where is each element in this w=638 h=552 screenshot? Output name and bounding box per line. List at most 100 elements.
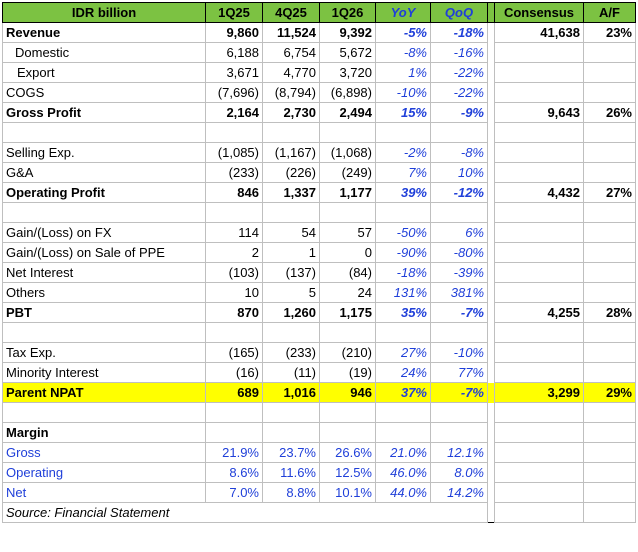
gap-cell	[487, 442, 495, 463]
cell-yoy: 1%	[375, 62, 431, 83]
cell-1q25	[205, 122, 263, 143]
cell-1q26: 57	[319, 222, 376, 243]
cell-af	[583, 442, 636, 463]
gap-cell	[487, 182, 495, 203]
cell-1q25: 6,188	[205, 42, 263, 63]
cell-4q25	[262, 422, 320, 443]
cell-af	[583, 162, 636, 183]
gap-cell	[487, 282, 495, 303]
cell-yoy: 21.0%	[375, 442, 431, 463]
cell-yoy: 7%	[375, 162, 431, 183]
cell-af	[583, 322, 636, 343]
row-label: Tax Exp.	[2, 342, 206, 363]
cell-4q25: 4,770	[262, 62, 320, 83]
cell-1q26	[319, 202, 376, 223]
cell-4q25: (1,167)	[262, 142, 320, 163]
cell-1q26	[319, 402, 376, 423]
cell-4q25: (8,794)	[262, 82, 320, 103]
table-row	[2, 402, 636, 423]
cell-yoy: -50%	[375, 222, 431, 243]
cell-af	[583, 282, 636, 303]
cell-1q26: 946	[319, 382, 376, 403]
cell-1q26: 1,177	[319, 182, 376, 203]
cell-qoq: -22%	[430, 62, 488, 83]
cell-4q25	[262, 402, 320, 423]
cell-1q25: 9,860	[205, 22, 263, 43]
cell-consensus: 9,643	[494, 102, 584, 123]
cell-yoy: 131%	[375, 282, 431, 303]
cell-consensus	[494, 122, 584, 143]
cell-af	[583, 42, 636, 63]
row-label	[2, 202, 206, 223]
cell-qoq: -9%	[430, 102, 488, 123]
table-row: Domestic 6,188 6,754 5,672 -8% -16%	[2, 42, 636, 63]
cell-4q25: 23.7%	[262, 442, 320, 463]
cell-1q25: 3,671	[205, 62, 263, 83]
gap-cell	[487, 62, 495, 83]
cell-consensus: 4,255	[494, 302, 584, 323]
cell-1q25: (16)	[205, 362, 263, 383]
cell-qoq	[430, 122, 488, 143]
table-row: Revenue 9,860 11,524 9,392 -5% -18% 41,638 23%	[2, 22, 636, 43]
cell-1q26: (6,898)	[319, 82, 376, 103]
cell-1q26: 3,720	[319, 62, 376, 83]
cell-consensus	[494, 342, 584, 363]
header-row: IDR billion 1Q25 4Q25 1Q26 YoY QoQ Conse…	[2, 2, 636, 23]
cell-1q25: 846	[205, 182, 263, 203]
gap-cell	[487, 382, 495, 403]
gap-cell	[487, 102, 495, 123]
header-col-4q25: 4Q25	[262, 2, 320, 23]
row-label: Parent NPAT	[2, 382, 206, 403]
cell-af	[583, 362, 636, 383]
cell-consensus: 41,638	[494, 22, 584, 43]
cell-af	[583, 482, 636, 503]
cell-4q25: 8.8%	[262, 482, 320, 503]
header-gap	[487, 2, 495, 23]
financial-summary-table: IDR billion 1Q25 4Q25 1Q26 YoY QoQ Conse…	[2, 2, 636, 523]
cell-4q25: 54	[262, 222, 320, 243]
row-label	[2, 322, 206, 343]
cell-1q25: (1,085)	[205, 142, 263, 163]
cell-1q25	[205, 202, 263, 223]
cell-qoq	[430, 422, 488, 443]
cell-qoq: 12.1%	[430, 442, 488, 463]
cell-1q26: (19)	[319, 362, 376, 383]
cell-1q25: (233)	[205, 162, 263, 183]
cell-af: 27%	[583, 182, 636, 203]
cell-yoy: -18%	[375, 262, 431, 283]
cell-1q25: (165)	[205, 342, 263, 363]
cell-yoy: 39%	[375, 182, 431, 203]
cell-1q26: (1,068)	[319, 142, 376, 163]
cell-1q26	[319, 122, 376, 143]
cell-1q25: 870	[205, 302, 263, 323]
gap-cell	[487, 402, 495, 423]
cell-4q25: 1	[262, 242, 320, 263]
row-label: Others	[2, 282, 206, 303]
cell-4q25: (226)	[262, 162, 320, 183]
row-label: Net	[2, 482, 206, 503]
cell-1q25: 10	[205, 282, 263, 303]
cell-qoq	[430, 322, 488, 343]
cell-consensus	[494, 442, 584, 463]
cell-af	[583, 122, 636, 143]
cell-yoy	[375, 422, 431, 443]
cell-4q25: 2,730	[262, 102, 320, 123]
cell-yoy: -90%	[375, 242, 431, 263]
table-row: Minority Interest (16) (11) (19) 24% 77%	[2, 362, 636, 383]
cell-qoq	[430, 202, 488, 223]
row-label: Export	[2, 62, 206, 83]
cell-qoq: -80%	[430, 242, 488, 263]
cell-1q26: (249)	[319, 162, 376, 183]
cell-1q25	[205, 422, 263, 443]
cell-consensus	[494, 202, 584, 223]
financial-table-container: IDR billion 1Q25 4Q25 1Q26 YoY QoQ Conse…	[2, 2, 636, 523]
cell-af	[583, 342, 636, 363]
row-label: Margin	[2, 422, 206, 443]
cell-consensus	[494, 422, 584, 443]
cell-1q25: 21.9%	[205, 442, 263, 463]
row-label: PBT	[2, 302, 206, 323]
cell-1q26: 26.6%	[319, 442, 376, 463]
gap-cell	[487, 462, 495, 483]
header-col-1q25: 1Q25	[205, 2, 263, 23]
cell-consensus	[494, 482, 584, 503]
